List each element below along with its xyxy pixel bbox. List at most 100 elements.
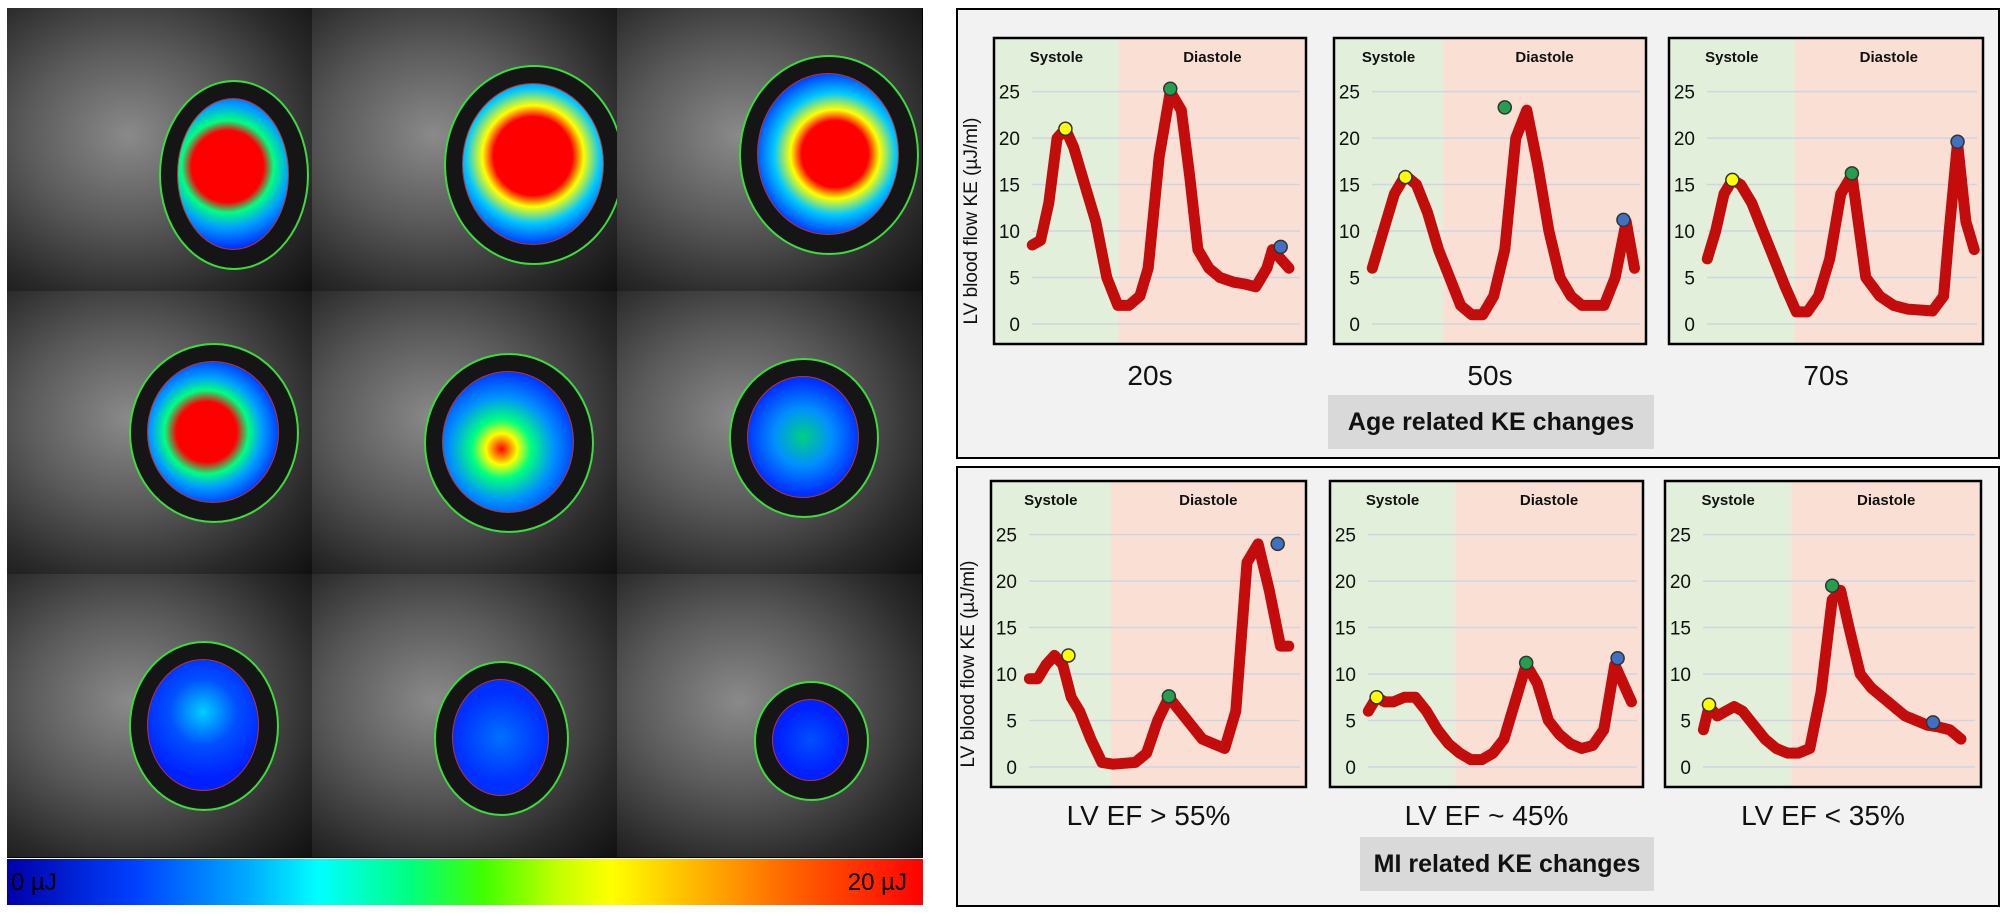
y-tick-label: 15 xyxy=(1339,176,1360,197)
diastole-label: Diastole xyxy=(1520,492,1578,509)
y-tick-label: 10 xyxy=(1674,222,1695,243)
mi-panel-title: MI related KE changes xyxy=(1360,837,1654,891)
ke-heatmap-region xyxy=(442,371,574,513)
mri-slice xyxy=(312,574,617,857)
y-tick-label: 15 xyxy=(999,176,1020,197)
y-tick-label: 10 xyxy=(1670,665,1691,686)
peak-marker xyxy=(1369,690,1384,705)
y-tick-label: 10 xyxy=(1339,222,1360,243)
age-related-panel: 0 5 10 15 20 25 Systole Diastole 20s LV blood flo… xyxy=(956,8,2000,459)
mri-image-grid xyxy=(7,8,923,858)
diastole-label: Diastole xyxy=(1183,49,1241,66)
y-tick-label: 5 xyxy=(1349,269,1360,290)
diastole-label: Diastole xyxy=(1860,49,1918,66)
ke-chart: 0 5 10 15 20 25 Systole Diastole LV EF > 55% LV b… xyxy=(958,479,1308,831)
peak-marker xyxy=(1950,134,1965,150)
mri-slice xyxy=(617,8,922,291)
y-tick-label: 15 xyxy=(1335,619,1356,640)
systole-background xyxy=(1334,38,1444,344)
ke-curve xyxy=(1362,659,1637,766)
mri-slice xyxy=(7,291,312,574)
y-tick-label: 25 xyxy=(1339,83,1360,104)
peak-marker xyxy=(1824,578,1840,593)
y-tick-label: 15 xyxy=(1674,176,1695,197)
y-tick-label: 20 xyxy=(1335,572,1356,593)
peak-marker xyxy=(1161,689,1177,704)
ke-heatmap-region xyxy=(772,699,849,781)
peak-marker xyxy=(1844,166,1860,181)
y-tick-label: 25 xyxy=(1335,526,1356,547)
chart-caption: 70s xyxy=(1803,360,1848,391)
systole-label: Systole xyxy=(1705,49,1758,66)
ke-chart: 0 5 10 15 20 25 Systole Diastole 70s xyxy=(1667,36,1985,391)
y-tick-label: 0 xyxy=(1349,315,1360,336)
peak-marker xyxy=(1616,212,1631,228)
peak-marker xyxy=(1725,172,1740,188)
peak-marker xyxy=(1270,536,1285,552)
y-tick-label: 5 xyxy=(1345,712,1356,733)
peak-marker xyxy=(1273,239,1288,255)
peak-marker xyxy=(1518,655,1534,671)
peak-marker xyxy=(1925,715,1941,730)
y-tick-label: 5 xyxy=(1009,269,1020,290)
chart-frame xyxy=(992,36,1308,346)
mri-slice xyxy=(617,574,922,857)
diastole-label: Diastole xyxy=(1179,492,1237,509)
colorbar-min-label: 0 µJ xyxy=(11,869,57,896)
y-tick-label: 5 xyxy=(1684,269,1695,290)
peak-marker xyxy=(1497,100,1513,115)
chart-frame xyxy=(1332,36,1648,346)
diastole-label: Diastole xyxy=(1515,49,1573,66)
y-tick-label: 5 xyxy=(1680,712,1691,733)
mri-slice xyxy=(617,291,922,574)
systole-label: Systole xyxy=(1702,492,1755,509)
y-tick-label: 20 xyxy=(999,129,1020,150)
ke-heatmap-region xyxy=(462,83,604,245)
chart-caption: LV EF > 55% xyxy=(1067,800,1231,831)
y-tick-label: 15 xyxy=(996,619,1017,640)
diastole-background xyxy=(1118,38,1306,344)
y-tick-label: 20 xyxy=(1674,129,1695,150)
diastole-label: Diastole xyxy=(1857,492,1915,509)
y-tick-label: 0 xyxy=(1006,758,1017,779)
y-tick-label: 10 xyxy=(1335,665,1356,686)
ke-curve xyxy=(1023,538,1295,770)
ke-chart: 0 5 10 15 20 25 Systole Diastole LV EF < 35% xyxy=(1663,479,1983,831)
chart-caption: 50s xyxy=(1467,360,1512,391)
colorbar-max-label: 20 µJ xyxy=(847,869,907,896)
ke-heatmap-region xyxy=(177,98,289,250)
peak-marker xyxy=(1610,650,1625,666)
systole-label: Systole xyxy=(1362,49,1415,66)
mi-charts-svg: 0 5 10 15 20 25 Systole Diastole LV EF > 55% LV b… xyxy=(958,479,1983,831)
ke-heatmap-region xyxy=(757,73,899,235)
y-tick-label: 25 xyxy=(996,526,1017,547)
chart-caption: 20s xyxy=(1127,360,1172,391)
y-axis-label: LV blood flow KE (µJ/ml) xyxy=(958,561,979,768)
peak-marker xyxy=(1398,169,1413,185)
ke-heatmap-region xyxy=(147,361,279,503)
y-tick-label: 25 xyxy=(1674,83,1695,104)
y-tick-label: 0 xyxy=(1680,758,1691,779)
ke-heatmap-region xyxy=(147,659,259,791)
y-tick-label: 0 xyxy=(1345,758,1356,779)
systole-background xyxy=(1330,481,1456,787)
ke-chart: 0 5 10 15 20 25 Systole Diastole 20s LV blood flo… xyxy=(961,36,1308,391)
chart-frame xyxy=(1667,36,1985,346)
systole-label: Systole xyxy=(1030,49,1083,66)
ke-chart: 0 5 10 15 20 25 Systole Diastole LV EF ~ 45% xyxy=(1328,479,1645,831)
mri-slice xyxy=(312,8,617,291)
ke-curve xyxy=(1697,584,1967,759)
y-tick-label: 10 xyxy=(999,222,1020,243)
chart-frame xyxy=(989,479,1308,789)
y-tick-label: 20 xyxy=(1339,129,1360,150)
systole-background xyxy=(1665,481,1792,787)
y-tick-label: 5 xyxy=(1006,712,1017,733)
peak-marker xyxy=(1163,81,1178,97)
mri-slice xyxy=(7,574,312,857)
chart-caption: LV EF < 35% xyxy=(1741,800,1905,831)
y-tick-label: 20 xyxy=(1670,572,1691,593)
systole-label: Systole xyxy=(1024,492,1077,509)
diastole-background xyxy=(1791,481,1981,787)
y-axis-label: LV blood flow KE (µJ/ml) xyxy=(961,118,982,325)
